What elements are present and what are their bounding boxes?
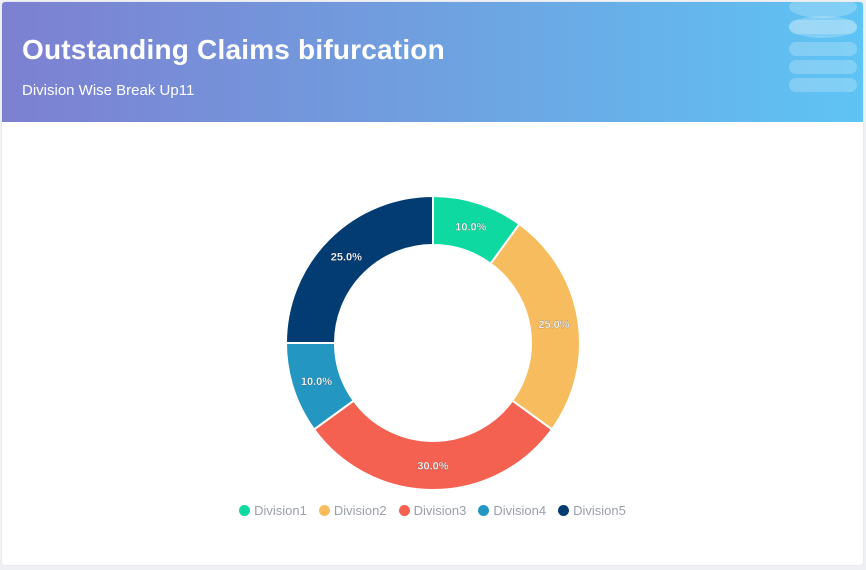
data-label-division5: 25.0%	[331, 251, 362, 263]
legend-label: Division3	[413, 503, 467, 518]
legend-label: Division4	[493, 503, 547, 518]
coins-icon	[789, 2, 857, 92]
donut-slice-division3[interactable]	[312, 399, 554, 491]
legend-label: Division2	[333, 503, 387, 518]
page-title: Outstanding Claims bifurcation	[22, 34, 445, 65]
data-label-division4: 10.0%	[301, 376, 332, 388]
data-label-division3: 30.0%	[417, 461, 448, 473]
legend-marker-icon	[478, 505, 490, 516]
donut-slice-division5[interactable]	[284, 194, 434, 344]
card-header: Outstanding Claims bifurcation Division …	[2, 2, 863, 122]
legend-marker-icon	[239, 505, 251, 516]
legend-item-division5[interactable]: Division5	[558, 503, 626, 518]
page-subtitle: Division Wise Break Up11	[22, 82, 195, 99]
data-label-division2: 25.0%	[538, 319, 569, 331]
legend-marker-icon	[558, 505, 570, 516]
legend-marker-icon	[318, 505, 330, 516]
legend-item-division3[interactable]: Division3	[398, 503, 467, 518]
legend-item-division1[interactable]: Division1	[239, 503, 307, 518]
donut-chart: 10.0% 25.0% 30.0% 10.0% 25.0%	[284, 194, 581, 491]
data-label-division1: 10.0%	[455, 221, 486, 233]
legend-marker-icon	[398, 505, 410, 516]
chart-legend: Division1 Division2 Division3 Division4 Divi…	[2, 503, 863, 518]
legend-label: Division1	[254, 503, 307, 518]
legend-item-division2[interactable]: Division2	[318, 503, 387, 518]
legend-label: Division5	[573, 503, 626, 518]
legend-item-division4[interactable]: Division4	[478, 503, 546, 518]
